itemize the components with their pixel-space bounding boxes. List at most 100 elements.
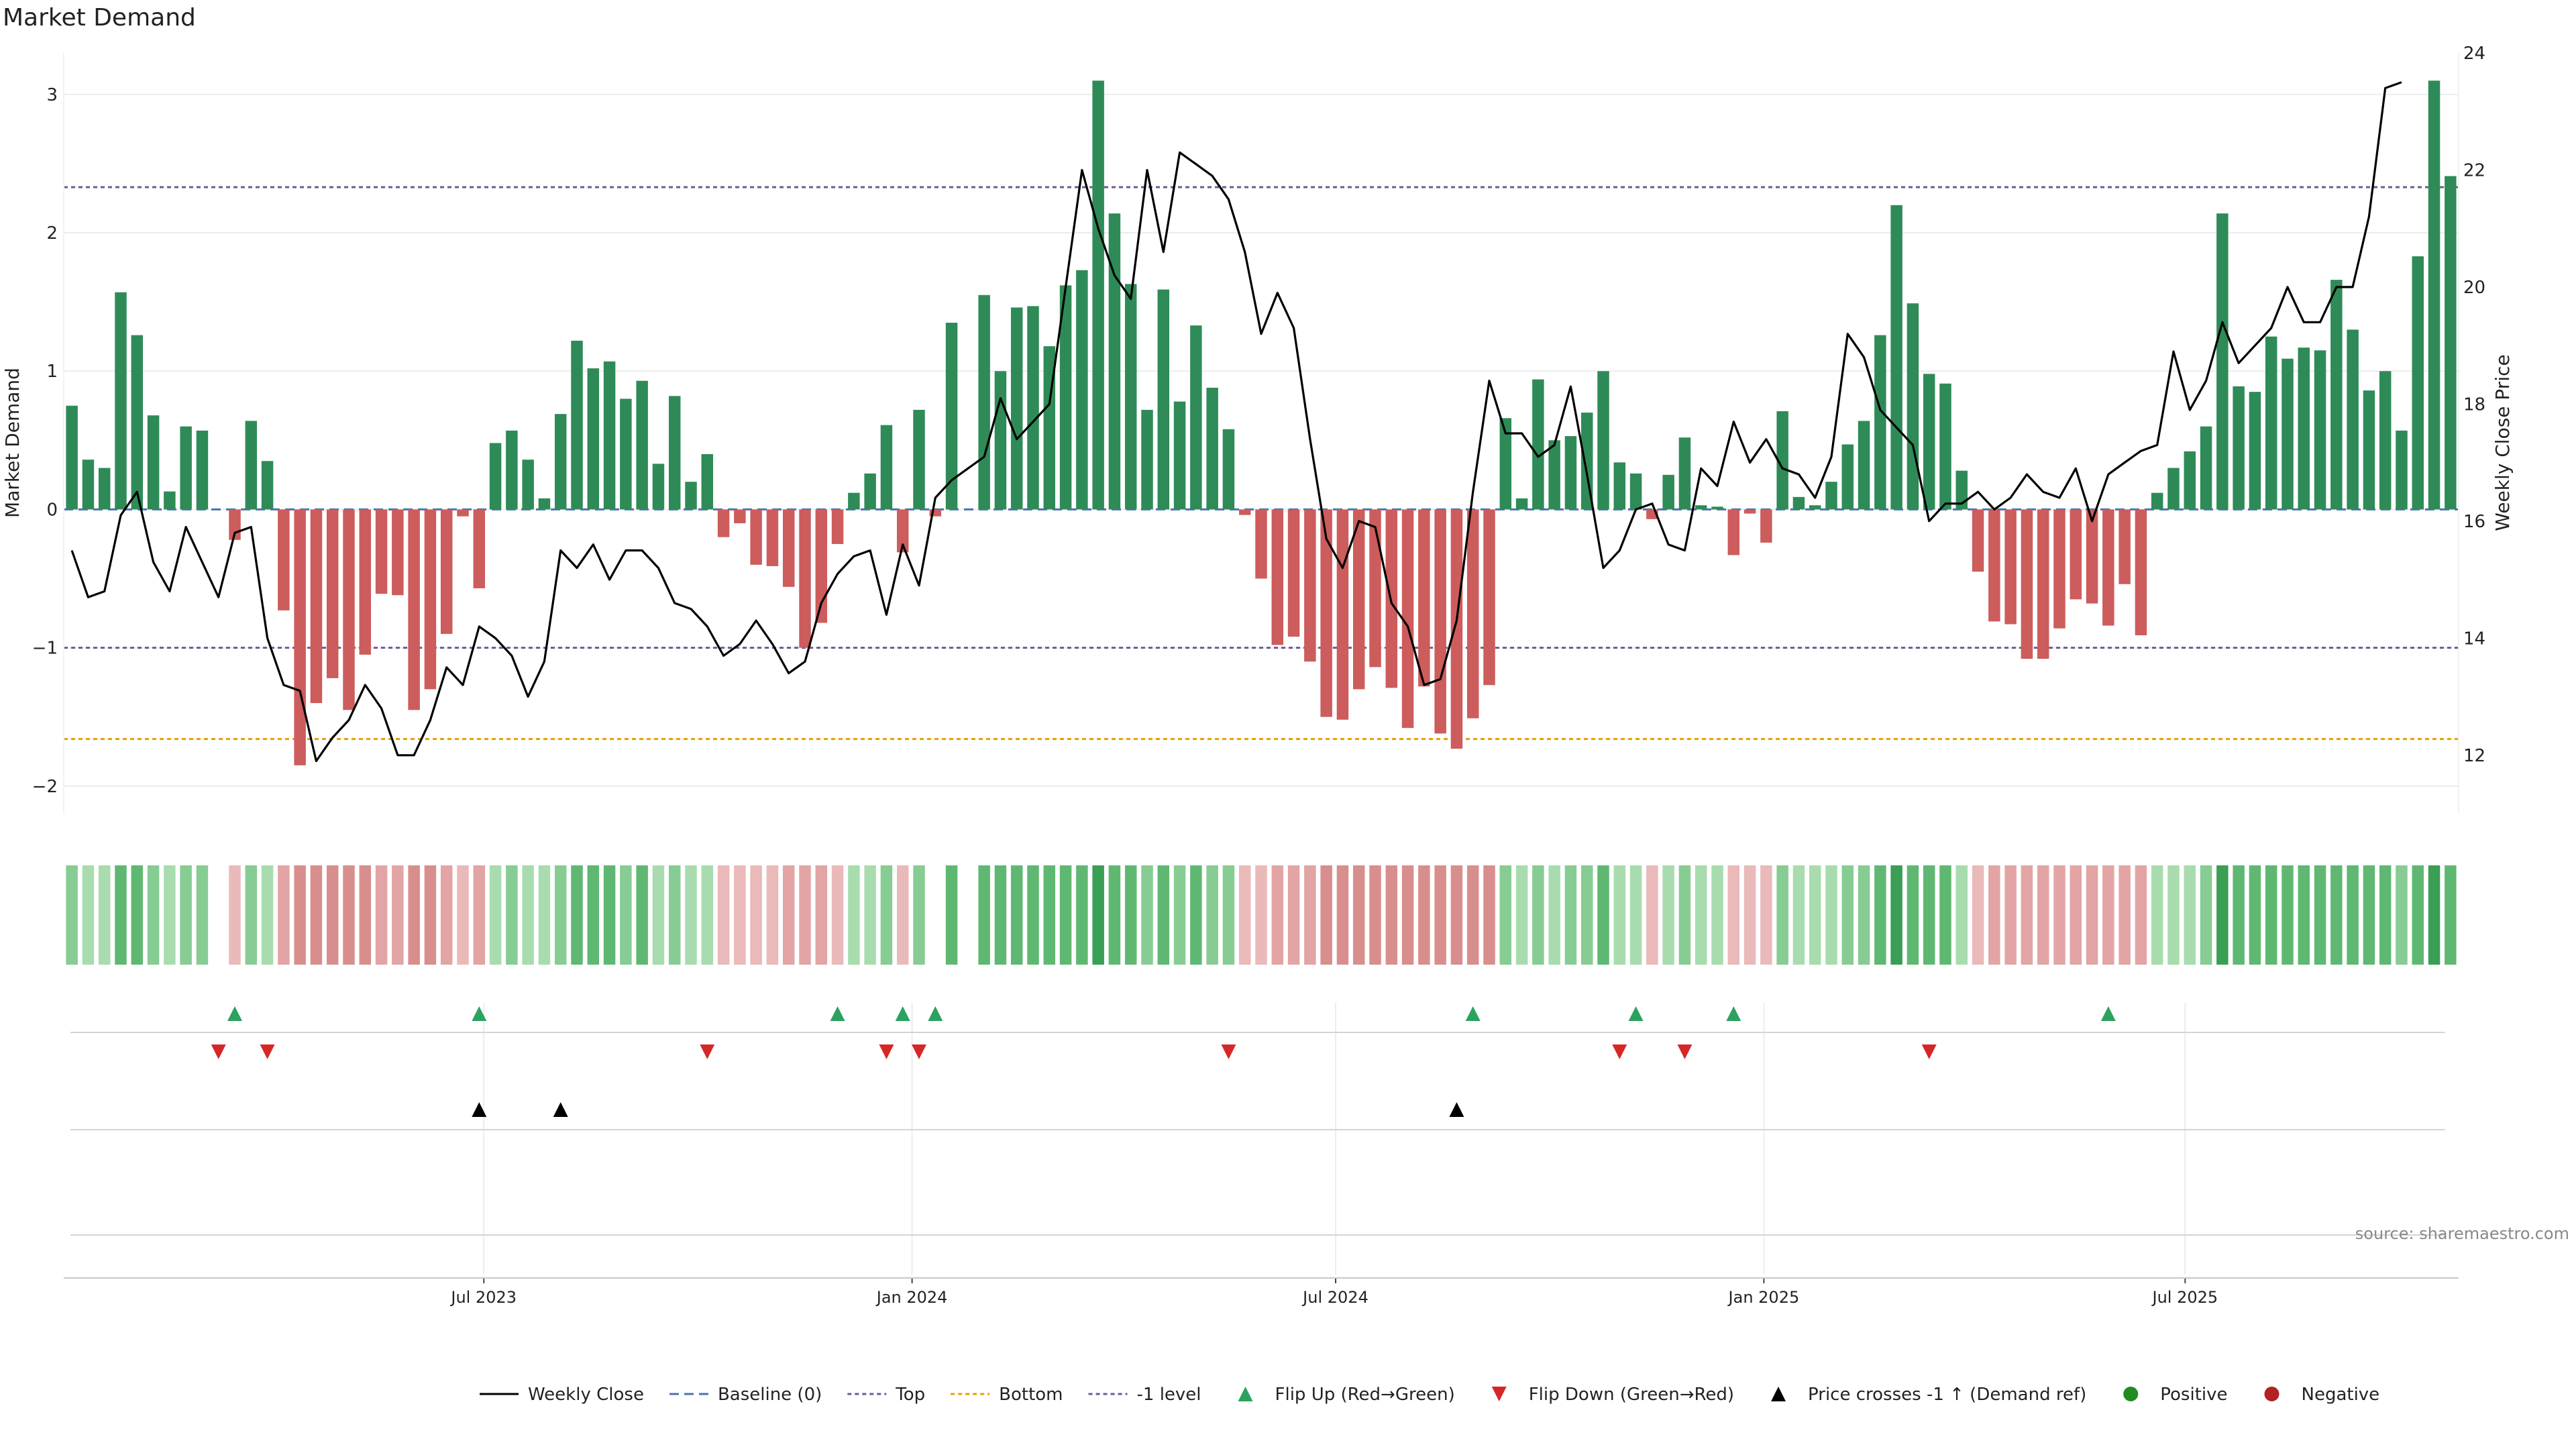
flip-down-marker	[211, 1044, 226, 1059]
flip-up-marker	[227, 1006, 242, 1021]
heat-cell	[1792, 865, 1805, 965]
heat-cell	[848, 865, 860, 965]
heat-cell	[717, 865, 730, 965]
heat-cell	[880, 865, 893, 965]
demand-bar	[1092, 80, 1104, 510]
heat-cell	[522, 865, 534, 965]
heat-cell	[1010, 865, 1023, 965]
demand-bar	[408, 509, 420, 710]
demand-bar	[1483, 509, 1495, 686]
demand-bar	[1841, 444, 1854, 510]
demand-bar	[2200, 426, 2212, 510]
demand-bar	[294, 509, 306, 765]
heat-cell	[945, 865, 958, 965]
demand-bar	[245, 421, 258, 510]
demand-bar	[1711, 506, 1723, 510]
demand-bar	[1972, 509, 1984, 572]
flip-up-marker	[472, 1006, 487, 1021]
heat-cell	[994, 865, 1007, 965]
reference-lines	[64, 186, 2459, 741]
heat-cell	[1662, 865, 1674, 965]
demand-bar	[1809, 505, 1821, 510]
legend-label: Flip Down (Green→Red)	[1529, 1385, 1734, 1405]
demand-bar	[685, 482, 697, 510]
heat-cell	[440, 865, 453, 965]
demand-bars	[66, 80, 2457, 765]
demand-bar	[1059, 285, 1072, 510]
demand-bar	[1027, 306, 1039, 510]
heat-cell	[1206, 865, 1218, 965]
heat-cell	[1336, 865, 1349, 965]
heat-cell	[2216, 865, 2229, 965]
demand-bar	[538, 498, 551, 510]
demand-bar	[782, 509, 795, 587]
heat-cell	[82, 865, 95, 965]
heat-cell	[1515, 865, 1528, 965]
legend-label: Positive	[2160, 1385, 2227, 1405]
heat-cell	[2135, 865, 2147, 965]
heat-cell	[1483, 865, 1495, 965]
demand-bar	[2102, 509, 2114, 626]
demand-bar	[1515, 498, 1528, 510]
demand-bar	[1320, 509, 1332, 717]
demand-bar	[1450, 509, 1463, 749]
demand-bar	[864, 473, 876, 510]
heat-cell	[2037, 865, 2049, 965]
demand-bar	[1287, 509, 1300, 637]
demand-bar	[2249, 392, 2261, 510]
heat-cell	[896, 865, 909, 965]
demand-bar	[2298, 347, 2310, 510]
demand-bar	[2428, 80, 2440, 510]
demand-bar	[880, 425, 893, 510]
demand-bar	[2118, 509, 2131, 584]
heat-cell	[1809, 865, 1821, 965]
heat-cell	[359, 865, 372, 965]
demand-bar	[587, 368, 600, 510]
heat-cell	[1955, 865, 1968, 965]
demand-bar	[2314, 350, 2326, 510]
demand-bar	[1678, 437, 1691, 510]
demand-bar	[424, 509, 437, 690]
demand-bar	[1222, 429, 1235, 510]
demand-bar	[1369, 509, 1381, 667]
x-tick-label: Jan 2025	[1727, 1288, 1800, 1307]
heat-cell	[1157, 865, 1170, 965]
demand-bar	[945, 323, 958, 510]
demand-bar	[473, 509, 486, 588]
heat-cell	[1939, 865, 1951, 965]
legend-label: Top	[895, 1385, 925, 1405]
heat-cell	[750, 865, 762, 965]
heat-cell	[1287, 865, 1300, 965]
demand-bar	[82, 460, 95, 510]
heat-cell	[1173, 865, 1186, 965]
demand-bar	[278, 509, 290, 610]
demand-bar	[1955, 470, 1968, 510]
heat-cell	[1255, 865, 1267, 965]
event-markers	[70, 1006, 2445, 1236]
right-tick-label: 20	[2463, 278, 2485, 298]
heat-cell	[2070, 865, 2082, 965]
heat-cell	[180, 865, 192, 965]
left-tick-label: 3	[46, 85, 58, 105]
left-tick-label: 2	[46, 223, 58, 244]
demand-bar	[1304, 509, 1316, 662]
heat-cell	[2118, 865, 2131, 965]
heat-cell	[2428, 865, 2440, 965]
heat-cell	[1727, 865, 1740, 965]
demand-bar	[2445, 176, 2457, 510]
demand-bar	[2216, 213, 2229, 510]
demand-bar	[1923, 374, 1935, 510]
demand-bar	[522, 460, 534, 510]
demand-bar	[98, 468, 111, 510]
flip-up-marker	[1628, 1006, 1644, 1021]
heat-cell	[2249, 865, 2261, 965]
demand-bar	[180, 426, 192, 510]
demand-bar	[2135, 509, 2147, 636]
demand-bar	[978, 294, 990, 510]
left-tick-label: 0	[46, 500, 58, 520]
demand-bar	[1108, 213, 1121, 510]
heat-cell	[1532, 865, 1544, 965]
demand-bar	[766, 509, 779, 566]
demand-bar	[1206, 387, 1218, 510]
left-tick-label: −1	[32, 639, 58, 659]
